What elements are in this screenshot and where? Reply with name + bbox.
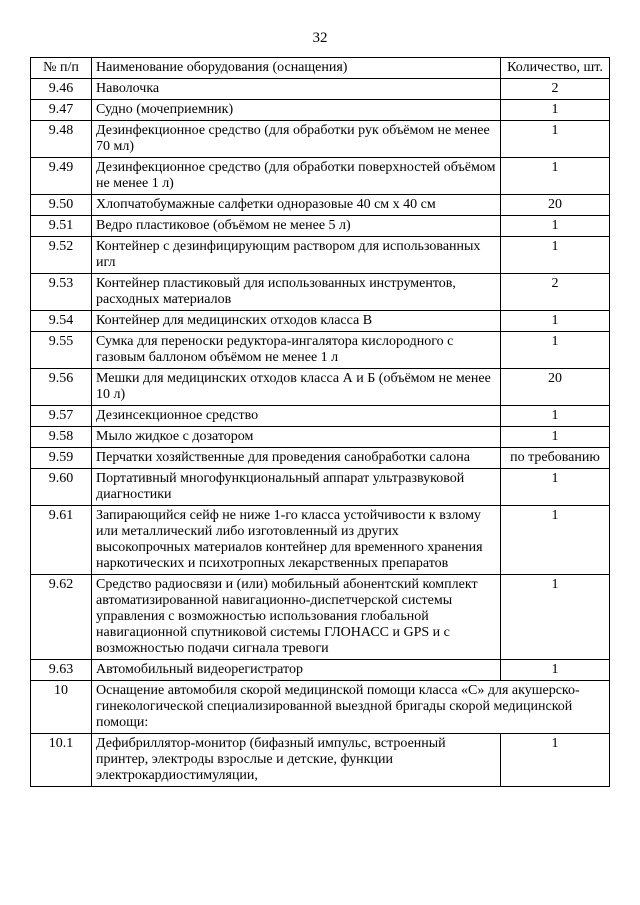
header-name: Наименование оборудования (оснащения): [92, 58, 501, 79]
cell-qty: 1: [501, 469, 610, 506]
cell-qty: 20: [501, 369, 610, 406]
cell-name: Наволочка: [92, 79, 501, 100]
cell-num: 9.46: [31, 79, 92, 100]
table-row: 9.46Наволочка2: [31, 79, 610, 100]
table-row: 9.51Ведро пластиковое (объёмом не менее …: [31, 216, 610, 237]
cell-name: Мыло жидкое с дозатором: [92, 427, 501, 448]
cell-qty: 1: [501, 575, 610, 660]
cell-name: Дезинсекционное средство: [92, 406, 501, 427]
cell-num: 10.1: [31, 734, 92, 787]
cell-qty: 1: [501, 216, 610, 237]
cell-num: 9.58: [31, 427, 92, 448]
table-row: 9.54Контейнер для медицинских отходов кл…: [31, 311, 610, 332]
cell-num: 9.49: [31, 158, 92, 195]
cell-qty: 1: [501, 734, 610, 787]
cell-num: 9.61: [31, 506, 92, 575]
cell-qty: 1: [501, 332, 610, 369]
table-row: 9.55Сумка для переноски редуктора-ингаля…: [31, 332, 610, 369]
table-row: 9.62Средство радиосвязи и (или) мобильны…: [31, 575, 610, 660]
cell-name: Дезинфекционное средство (для обработки …: [92, 121, 501, 158]
cell-num: 9.56: [31, 369, 92, 406]
cell-name: Сумка для переноски редуктора-ингалятора…: [92, 332, 501, 369]
table-row: 9.50Хлопчатобумажные салфетки одноразовы…: [31, 195, 610, 216]
table-row: 9.53Контейнер пластиковый для использова…: [31, 274, 610, 311]
cell-name: Портативный многофункциональный аппарат …: [92, 469, 501, 506]
cell-num: 9.47: [31, 100, 92, 121]
cell-qty: по требованию: [501, 448, 610, 469]
cell-num: 9.48: [31, 121, 92, 158]
cell-name: Дефибриллятор-монитор (бифазный импульс,…: [92, 734, 501, 787]
table-row: 9.47Судно (мочеприемник)1: [31, 100, 610, 121]
cell-num: 9.50: [31, 195, 92, 216]
cell-name: Оснащение автомобиля скорой медицинской …: [92, 681, 610, 734]
cell-name: Мешки для медицинских отходов класса А и…: [92, 369, 501, 406]
cell-name: Хлопчатобумажные салфетки одноразовые 40…: [92, 195, 501, 216]
cell-name: Контейнер пластиковый для использованных…: [92, 274, 501, 311]
cell-num: 9.63: [31, 660, 92, 681]
cell-qty: 1: [501, 158, 610, 195]
cell-num: 9.59: [31, 448, 92, 469]
cell-name: Контейнер с дезинфицирующим раствором дл…: [92, 237, 501, 274]
table-row: 9.48Дезинфекционное средство (для обрабо…: [31, 121, 610, 158]
table-row: 10.1Дефибриллятор-монитор (бифазный импу…: [31, 734, 610, 787]
cell-name: Судно (мочеприемник): [92, 100, 501, 121]
table-row: 9.63Автомобильный видеорегистратор1: [31, 660, 610, 681]
cell-name: Дезинфекционное средство (для обработки …: [92, 158, 501, 195]
cell-name: Запирающийся сейф не ниже 1-го класса ус…: [92, 506, 501, 575]
cell-name: Автомобильный видеорегистратор: [92, 660, 501, 681]
cell-qty: 1: [501, 100, 610, 121]
cell-num: 9.51: [31, 216, 92, 237]
cell-name: Ведро пластиковое (объёмом не менее 5 л): [92, 216, 501, 237]
cell-num: 9.54: [31, 311, 92, 332]
cell-qty: 1: [501, 406, 610, 427]
table-row: 9.56Мешки для медицинских отходов класса…: [31, 369, 610, 406]
cell-name: Средство радиосвязи и (или) мобильный аб…: [92, 575, 501, 660]
cell-qty: 1: [501, 506, 610, 575]
cell-qty: 1: [501, 311, 610, 332]
header-qty: Количество, шт.: [501, 58, 610, 79]
cell-qty: 2: [501, 274, 610, 311]
table-row: 9.59Перчатки хозяйственные для проведени…: [31, 448, 610, 469]
cell-qty: 2: [501, 79, 610, 100]
table-row: 9.49Дезинфекционное средство (для обрабо…: [31, 158, 610, 195]
table-row: 10Оснащение автомобиля скорой медицинско…: [31, 681, 610, 734]
cell-name: Контейнер для медицинских отходов класса…: [92, 311, 501, 332]
cell-qty: 1: [501, 427, 610, 448]
cell-num: 9.52: [31, 237, 92, 274]
table-header-row: № п/п Наименование оборудования (оснащен…: [31, 58, 610, 79]
cell-qty: 20: [501, 195, 610, 216]
cell-qty: 1: [501, 660, 610, 681]
table-row: 9.60Портативный многофункциональный аппа…: [31, 469, 610, 506]
cell-num: 9.53: [31, 274, 92, 311]
table-row: 9.57Дезинсекционное средство1: [31, 406, 610, 427]
cell-name: Перчатки хозяйственные для проведения са…: [92, 448, 501, 469]
cell-qty: 1: [501, 237, 610, 274]
cell-qty: 1: [501, 121, 610, 158]
table-row: 9.58Мыло жидкое с дозатором1: [31, 427, 610, 448]
cell-num: 9.62: [31, 575, 92, 660]
cell-num: 9.55: [31, 332, 92, 369]
cell-num: 9.60: [31, 469, 92, 506]
header-num: № п/п: [31, 58, 92, 79]
table-row: 9.52Контейнер с дезинфицирующим растворо…: [31, 237, 610, 274]
cell-num: 9.57: [31, 406, 92, 427]
equipment-table: № п/п Наименование оборудования (оснащен…: [30, 57, 610, 787]
table-row: 9.61Запирающийся сейф не ниже 1-го класс…: [31, 506, 610, 575]
page-number: 32: [30, 30, 610, 47]
cell-num: 10: [31, 681, 92, 734]
